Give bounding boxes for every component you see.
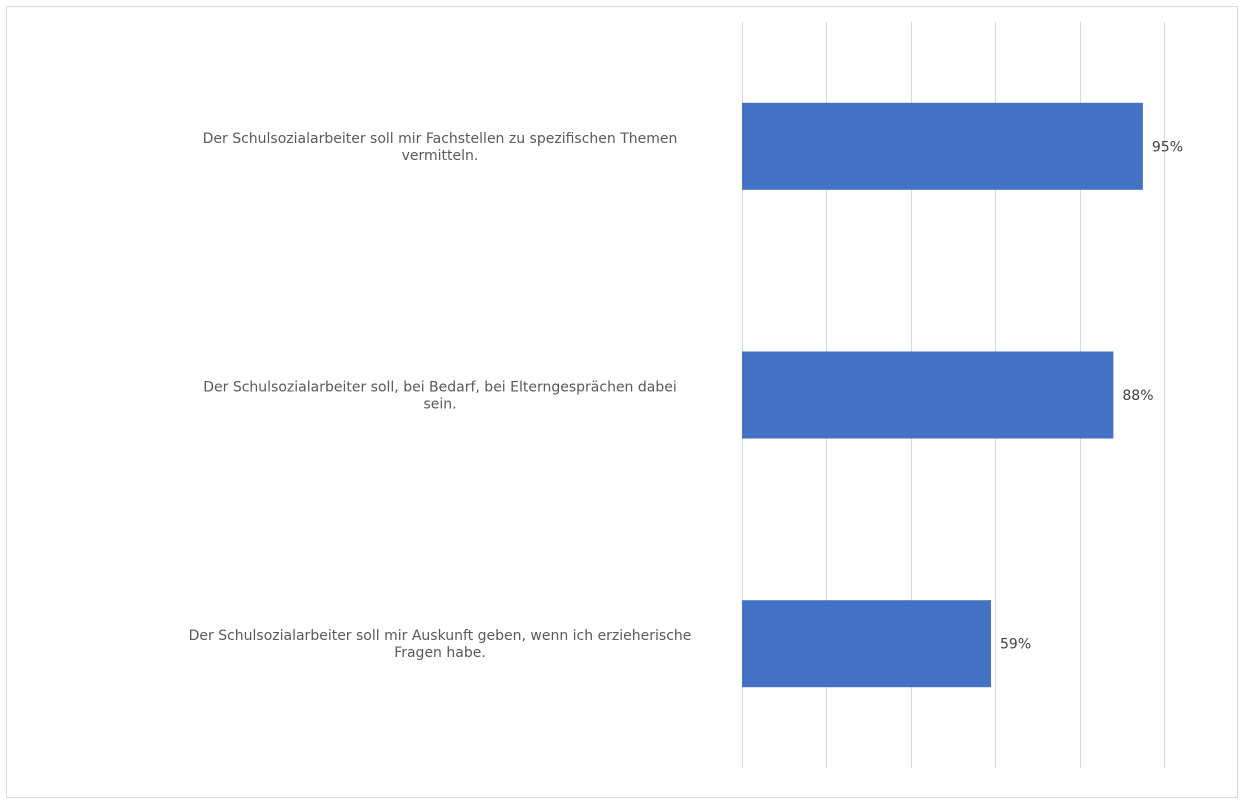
- category-label-0: Der Schulsozialarbeiter soll mir Fachste…: [203, 131, 678, 164]
- category-label-1-line-0: Der Schulsozialarbeiter soll, bei Bedarf…: [203, 380, 677, 396]
- category-label-1: Der Schulsozialarbeiter soll, bei Bedarf…: [203, 380, 677, 413]
- category-label-2-line-1: Fragen habe.: [394, 645, 486, 661]
- category-label-0-line-0: Der Schulsozialarbeiter soll mir Fachste…: [203, 131, 678, 147]
- data-labels: 95% 88% 59%: [1000, 139, 1183, 652]
- data-label-0: 95%: [1152, 139, 1183, 155]
- category-label-1-line-1: sein.: [423, 397, 456, 413]
- bar-0: [742, 102, 1143, 190]
- data-label-2: 59%: [1000, 637, 1031, 653]
- category-label-2: Der Schulsozialarbeiter soll mir Auskunf…: [189, 628, 692, 661]
- category-label-0-line-1: vermitteln.: [402, 148, 479, 164]
- category-labels: Der Schulsozialarbeiter soll mir Fachste…: [189, 131, 692, 661]
- bar-2: [742, 600, 991, 688]
- category-label-2-line-0: Der Schulsozialarbeiter soll mir Auskunf…: [189, 628, 692, 644]
- data-label-1: 88%: [1122, 388, 1153, 404]
- bars: [742, 102, 1143, 688]
- bar-1: [742, 351, 1114, 439]
